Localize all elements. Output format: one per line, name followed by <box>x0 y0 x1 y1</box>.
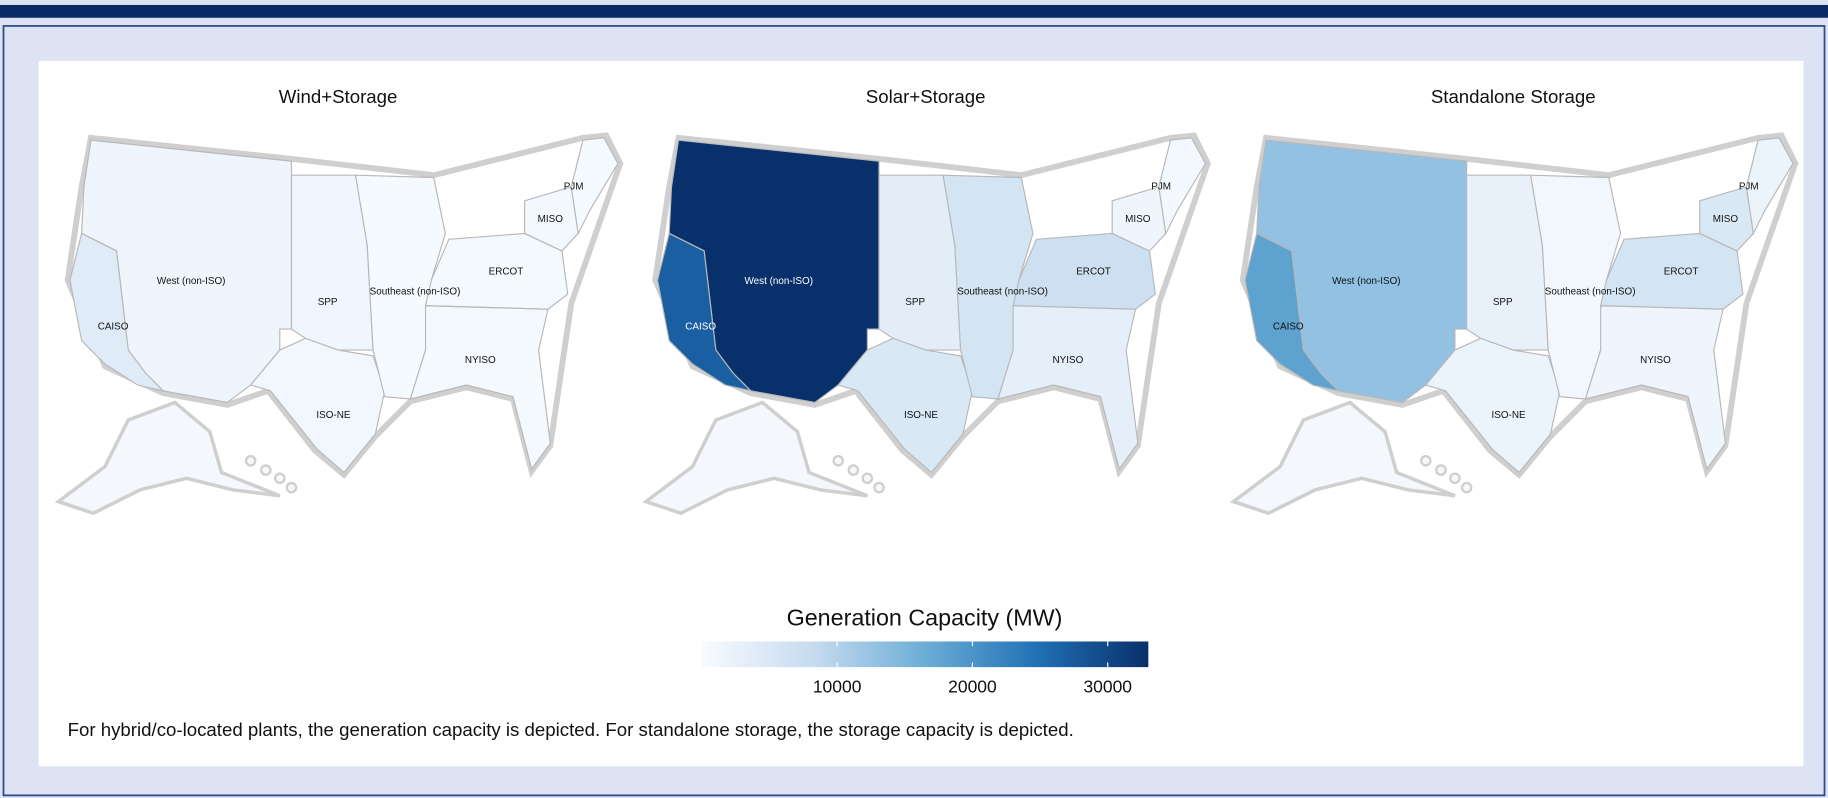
map-title: Solar+Storage <box>866 86 986 107</box>
region <box>837 337 973 474</box>
region-label: PJM <box>564 181 584 192</box>
caption: For hybrid/co-located plants, the genera… <box>68 719 1074 740</box>
alaska <box>1229 400 1456 516</box>
hawaii-island <box>1419 454 1432 467</box>
region-label: West (non-ISO) <box>157 276 226 287</box>
region-label: ISO-NE <box>1492 410 1526 421</box>
hawaii-island <box>273 472 286 485</box>
region-label: SPP <box>1493 297 1513 308</box>
region <box>1745 137 1794 236</box>
colorbar-tick-label: 20000 <box>948 677 997 697</box>
region-label: ERCOT <box>489 267 524 278</box>
region-label: West (non-ISO) <box>1332 276 1401 287</box>
region <box>997 305 1139 471</box>
hawaii-island <box>285 481 298 494</box>
region-label: SPP <box>905 297 925 308</box>
region-label: ISO-NE <box>904 410 938 421</box>
region <box>1158 137 1207 236</box>
region-label: PJM <box>1151 181 1171 192</box>
region-label: Southeast (non-ISO) <box>1545 286 1636 297</box>
region <box>524 186 579 252</box>
region <box>1244 232 1341 392</box>
colorbar <box>701 641 1149 668</box>
map: Standalone Storage West (non-ISO) CAISO SPP… <box>1229 86 1799 516</box>
region <box>249 337 386 474</box>
alaska <box>642 400 869 516</box>
region <box>1424 337 1561 474</box>
legend-title: Generation Capacity (MW) <box>787 604 1063 630</box>
top-bar <box>0 4 1828 18</box>
map: Solar+Storage West (non-ISO) CAISO SPP ERCOT… <box>642 86 1211 516</box>
region <box>656 232 753 392</box>
region <box>570 137 619 236</box>
hawaii-island <box>1460 481 1473 494</box>
region-label: CAISO <box>685 321 716 332</box>
map: Wind+Storage West (non-ISO) CAISO SPP ERCOT M… <box>54 86 624 516</box>
colorbar-tick-label: 10000 <box>813 677 862 697</box>
alaska <box>54 400 281 516</box>
region-label: PJM <box>1739 181 1759 192</box>
region-label: West (non-ISO) <box>744 276 813 287</box>
map-title: Standalone Storage <box>1431 86 1596 107</box>
region-label: MISO <box>1125 214 1151 225</box>
region-label: NYISO <box>465 355 496 366</box>
map-title: Wind+Storage <box>279 86 398 107</box>
region <box>409 305 551 471</box>
region <box>1584 305 1727 471</box>
region-label: NYISO <box>1640 355 1671 366</box>
region-label: Southeast (non-ISO) <box>370 286 461 297</box>
hawaii-island <box>259 464 272 476</box>
hawaii-island <box>244 454 257 467</box>
region-label: NYISO <box>1052 355 1083 366</box>
region-label: CAISO <box>98 321 129 332</box>
region-label: SPP <box>318 297 338 308</box>
hawaii-island <box>832 454 845 467</box>
hawaii-island <box>1435 464 1447 476</box>
region <box>1699 186 1755 252</box>
region <box>1111 186 1167 252</box>
frame <box>2 25 1826 797</box>
region-label: ISO-NE <box>316 410 350 421</box>
hawaii-island <box>847 464 860 476</box>
hawaii-island <box>861 472 874 485</box>
region-label: CAISO <box>1273 321 1304 332</box>
region-label: ERCOT <box>1664 267 1699 278</box>
hawaii-island <box>873 481 885 494</box>
region-label: ERCOT <box>1076 267 1111 278</box>
region-label: Southeast (non-ISO) <box>957 286 1048 297</box>
hawaii-island <box>1449 472 1461 485</box>
region-label: MISO <box>538 214 564 225</box>
region-label: MISO <box>1713 214 1739 225</box>
region <box>69 232 166 392</box>
colorbar-tick-label: 30000 <box>1083 677 1132 697</box>
